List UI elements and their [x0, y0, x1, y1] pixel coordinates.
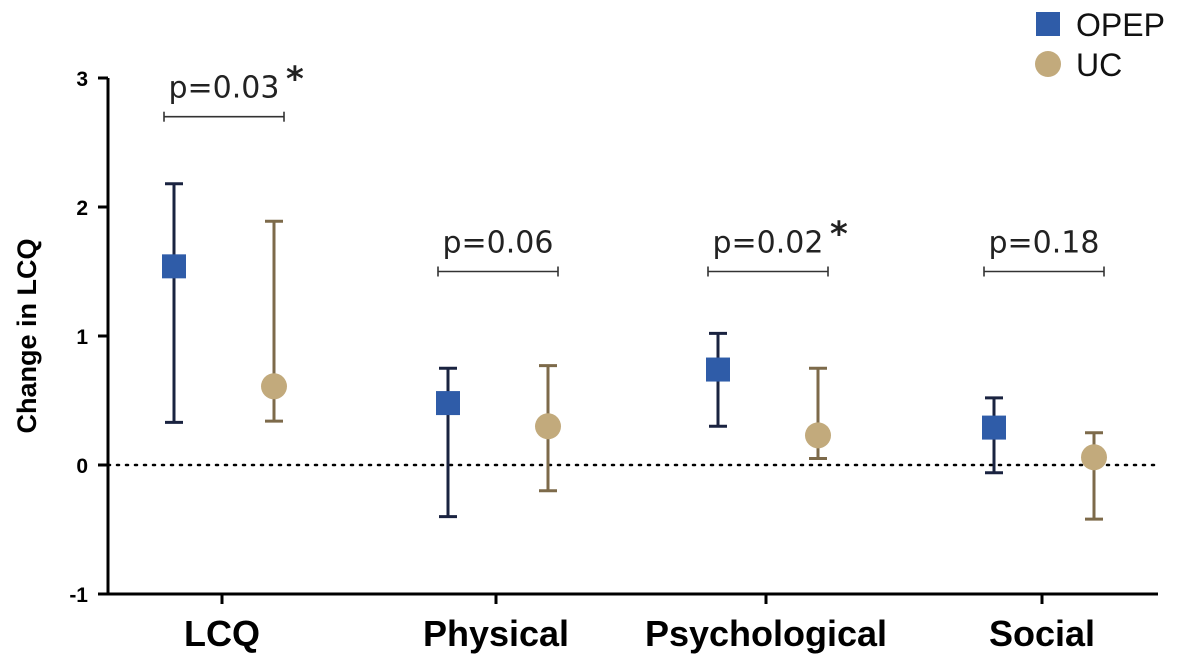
- legend: OPEP UC: [1035, 7, 1165, 83]
- p-value-label: p=0.03: [169, 71, 280, 106]
- x-tick-label: Social: [989, 613, 1095, 654]
- data-point: [261, 373, 287, 400]
- x-tick-label: Psychological: [645, 613, 887, 654]
- series: [162, 182, 1107, 521]
- p-value-label: p=0.02: [713, 226, 824, 261]
- y-tick-label: -1: [69, 584, 88, 607]
- axes: Change in LCQ: [12, 78, 1158, 596]
- y-tick-label: 3: [76, 68, 88, 91]
- y-tick-label: 1: [76, 326, 88, 349]
- data-point: [1081, 444, 1107, 471]
- y-tick-label: 2: [76, 197, 88, 220]
- x-tick-label: LCQ: [184, 613, 260, 654]
- series-uc: [261, 219, 1107, 521]
- y-tick-label: 0: [76, 455, 88, 478]
- p-value-label: p=0.18: [989, 226, 1100, 261]
- data-point: [982, 415, 1006, 440]
- significance-star: *: [830, 215, 848, 255]
- legend-marker: [1035, 51, 1061, 77]
- comparisons: p=0.03 *p=0.06 p=0.02 * p=0.18: [163, 60, 1105, 277]
- p-value-label: p=0.06: [443, 226, 554, 261]
- data-point: [706, 357, 730, 382]
- comparison-bracket: p=0.06: [437, 226, 559, 277]
- y-ticks: -1 0 1 2 3: [69, 68, 108, 607]
- y-axis-title: Change in LCQ: [12, 239, 42, 434]
- data-point: [535, 413, 561, 440]
- legend-label: UC: [1076, 47, 1122, 83]
- x-tick-label: Physical: [423, 613, 569, 654]
- legend-item: UC: [1035, 47, 1122, 83]
- series-opep: [162, 182, 1006, 519]
- data-point: [162, 254, 186, 279]
- comparison-bracket: p=0.18: [983, 226, 1105, 277]
- significance-star: *: [286, 60, 304, 100]
- legend-item: OPEP: [1036, 7, 1165, 43]
- legend-label: OPEP: [1076, 7, 1165, 43]
- data-point: [436, 391, 460, 416]
- legend-marker: [1036, 12, 1060, 36]
- data-point: [805, 422, 831, 449]
- comparison-bracket: p=0.03 *: [163, 60, 304, 122]
- comparison-bracket: p=0.02 *: [707, 215, 848, 277]
- x-ticks: LCQ Physical Psychological Social: [184, 594, 1095, 654]
